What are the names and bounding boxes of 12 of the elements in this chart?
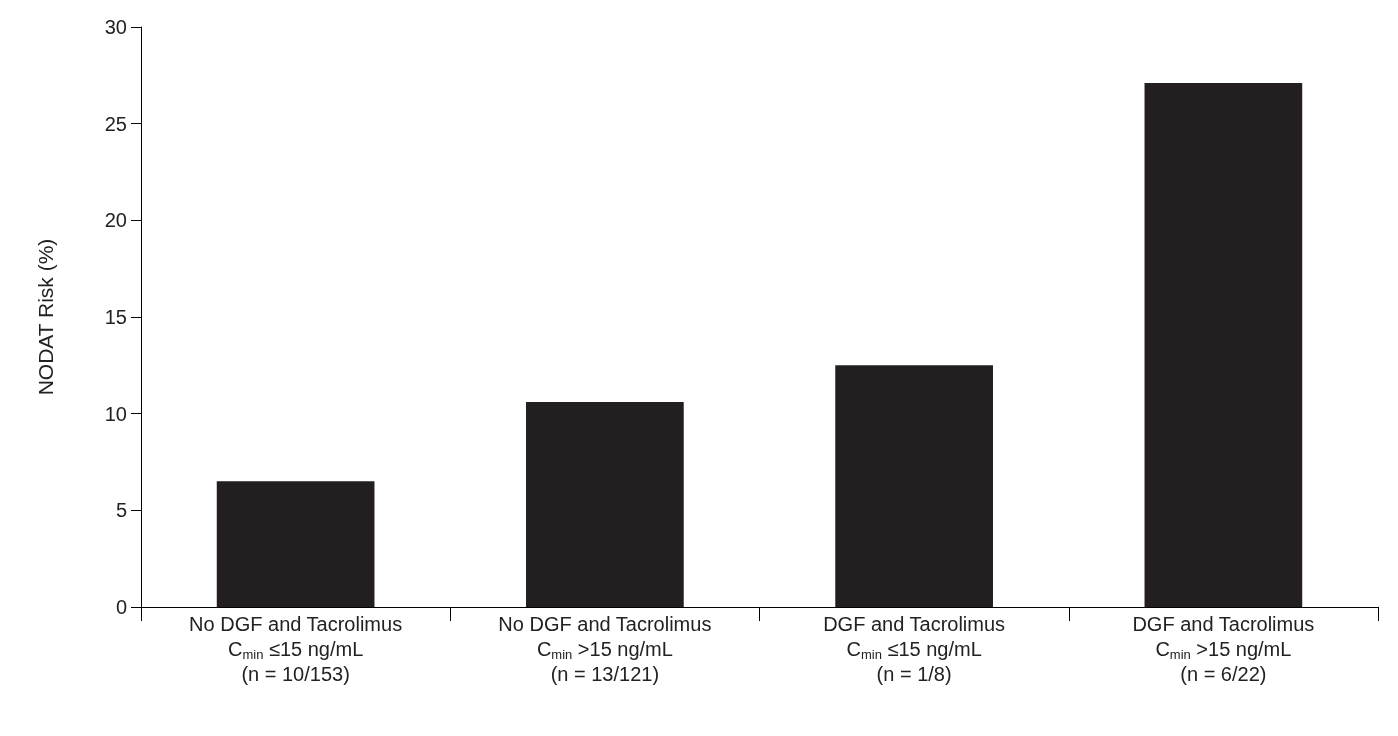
bar [835, 365, 993, 607]
y-tick-label: 20 [104, 209, 127, 232]
bar [526, 402, 684, 607]
bar [1144, 83, 1303, 607]
y-tick-label: 30 [104, 16, 127, 38]
y-tick-label: 10 [104, 402, 127, 425]
y-tick-label: 15 [104, 306, 127, 328]
y-tick-label: 0 [115, 596, 127, 618]
bar [216, 481, 375, 607]
y-tick-label: 25 [104, 112, 127, 135]
y-tick-label: 5 [115, 499, 127, 522]
y-axis-title: NODAT Risk (%) [34, 238, 57, 396]
